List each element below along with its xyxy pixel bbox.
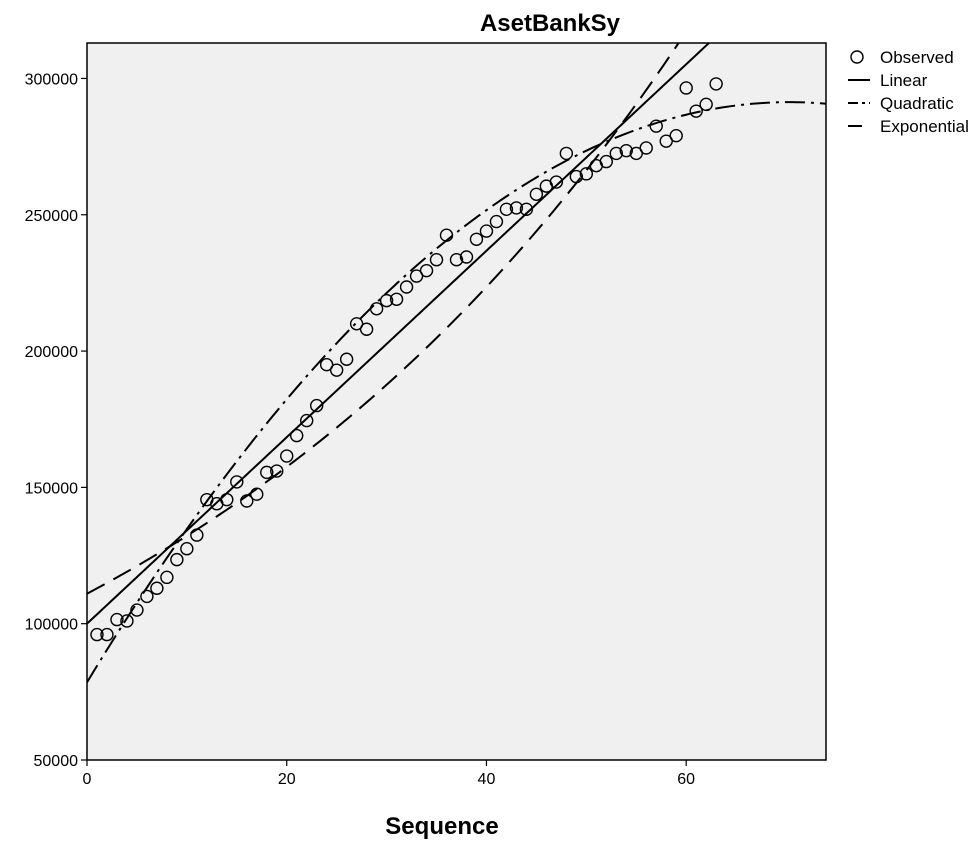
observed-point	[280, 449, 294, 463]
observed-point	[529, 187, 544, 202]
observed-point	[240, 494, 254, 508]
observed-point	[679, 81, 693, 95]
observed-point	[459, 250, 474, 264]
observed-point	[180, 542, 194, 556]
observed-point	[609, 146, 623, 161]
observed-point	[409, 269, 424, 283]
chart-title: AsetBankSy	[480, 10, 621, 37]
x-tick-label: 0	[83, 771, 92, 788]
observed-point	[569, 169, 584, 184]
observed-point	[230, 475, 244, 489]
observed-point	[709, 77, 723, 91]
plot-frame	[86, 42, 827, 761]
observed-point	[160, 570, 174, 585]
observed-point	[699, 97, 713, 112]
observed-point	[369, 302, 384, 316]
observed-point	[190, 528, 204, 542]
observed-point	[439, 228, 454, 242]
legend-label-linear: Linear	[880, 71, 928, 90]
observed-point	[499, 202, 514, 217]
observed-point	[379, 293, 394, 308]
legend-label-observed: Observed	[880, 48, 954, 67]
y-tick-label: 300000	[25, 71, 78, 88]
observed-point	[339, 352, 354, 366]
fit-line-linear	[87, 43, 711, 625]
x-tick-label: 20	[278, 771, 296, 788]
observed-point	[220, 492, 234, 507]
observed-point	[419, 263, 434, 278]
observed-point	[519, 202, 534, 217]
observed-point	[509, 201, 524, 215]
observed-point	[659, 134, 673, 148]
observed-point	[300, 413, 314, 428]
observed-point	[250, 487, 264, 501]
y-tick-label: 150000	[25, 480, 78, 497]
observed-point	[150, 581, 164, 595]
observed-point	[170, 552, 184, 567]
observed-point	[399, 280, 414, 294]
observed-point	[619, 143, 633, 158]
observed-point	[319, 357, 334, 372]
observed-point	[130, 603, 144, 617]
legend-label-exponential: Exponential	[880, 117, 969, 136]
observed-point	[290, 428, 304, 443]
observed-point	[579, 167, 594, 181]
observed-point	[469, 232, 484, 246]
x-tick-label: 40	[478, 771, 496, 788]
observed-point	[489, 214, 504, 229]
fit-lines	[87, 43, 826, 683]
y-tick-label: 50000	[34, 753, 79, 770]
y-tick-label: 100000	[25, 617, 78, 634]
observed-point	[359, 322, 374, 336]
observed-point	[559, 146, 574, 161]
observed-point	[349, 317, 364, 331]
plot-area	[87, 43, 826, 760]
observed-point	[449, 253, 464, 267]
observed-point	[479, 224, 494, 238]
y-tick-label: 200000	[25, 344, 78, 361]
observed-point	[100, 627, 114, 642]
legend-label-quadratic: Quadratic	[880, 94, 954, 113]
fit-line-quadratic	[87, 101, 826, 683]
observed-point	[649, 119, 663, 133]
observed-point	[110, 612, 124, 627]
observed-point	[309, 398, 324, 413]
observed-point	[599, 154, 613, 169]
observed-point	[629, 146, 643, 161]
observed-point	[639, 141, 653, 155]
observed-point	[549, 175, 564, 189]
x-axis-label: Sequence	[385, 813, 498, 840]
x-tick-label: 60	[677, 771, 695, 788]
observed-point	[90, 627, 104, 642]
observed-point	[689, 104, 703, 118]
fit-line-exponential	[87, 43, 680, 595]
observed-point	[329, 363, 344, 377]
observed-point	[140, 589, 154, 604]
observed-point	[120, 614, 134, 628]
y-tick-label: 250000	[25, 208, 78, 225]
y-axis: 50000 100000 150000 200000 250000 300000	[25, 71, 87, 770]
legend-marker-observed	[850, 50, 864, 64]
observed-point	[270, 464, 284, 478]
observed-point	[669, 128, 683, 143]
observed-point	[429, 253, 444, 267]
observed-point	[389, 292, 404, 306]
x-axis: 0 20 40 60	[83, 760, 695, 788]
observed-point	[260, 465, 274, 480]
observed-points	[90, 77, 723, 642]
legend: Observed Linear Quadratic Exponential	[848, 48, 969, 136]
